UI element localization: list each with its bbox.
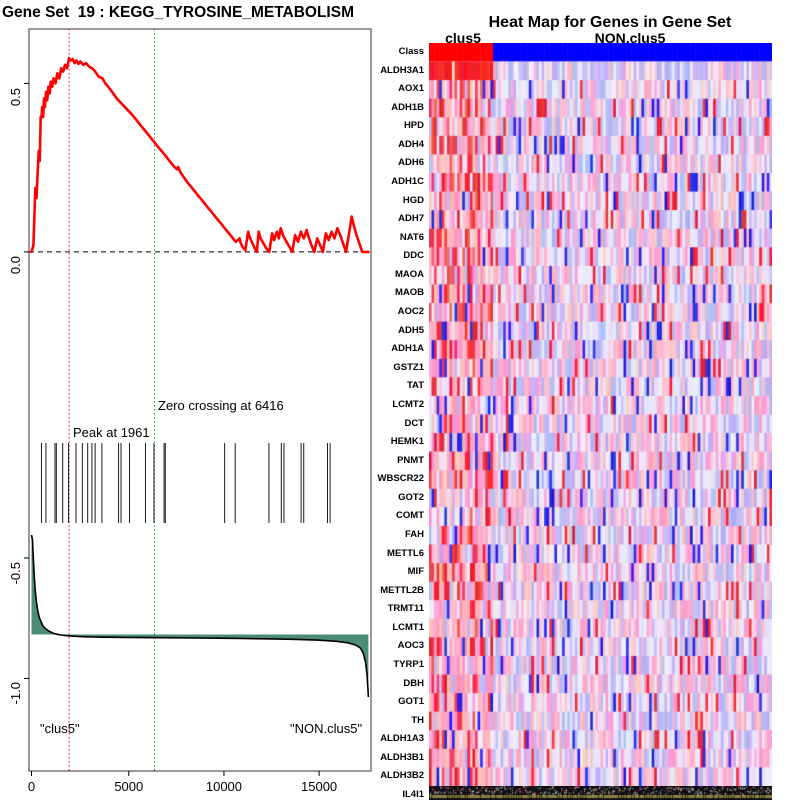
svg-text:0: 0 <box>28 779 35 794</box>
svg-text:5000: 5000 <box>114 779 143 794</box>
svg-text:0.5: 0.5 <box>8 88 23 106</box>
svg-text:Peak at 1961: Peak at 1961 <box>73 425 150 440</box>
svg-text:10000: 10000 <box>206 779 242 794</box>
svg-text:"NON.clus5": "NON.clus5" <box>290 721 362 736</box>
svg-text:-1.0: -1.0 <box>8 682 23 704</box>
svg-text:-0.5: -0.5 <box>8 562 23 584</box>
svg-text:15000: 15000 <box>301 779 337 794</box>
svg-text:0.0: 0.0 <box>8 256 23 274</box>
svg-text:"clus5": "clus5" <box>40 721 80 736</box>
svg-text:Zero crossing at 6416: Zero crossing at 6416 <box>158 398 284 413</box>
